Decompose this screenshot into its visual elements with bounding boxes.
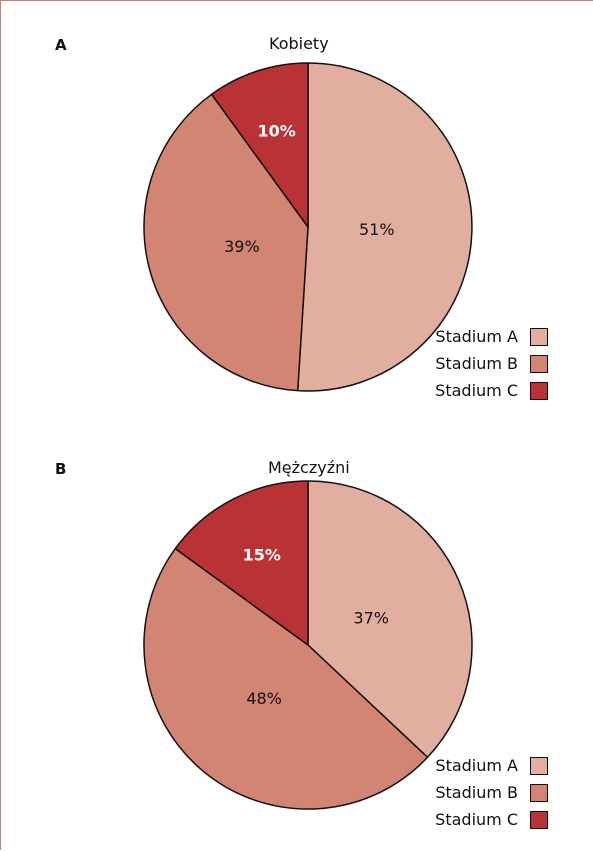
legend-item-stadium-c: Stadium C (435, 377, 548, 404)
pie-slice-stadium-c (174, 480, 309, 646)
legend-label: Stadium C (435, 381, 518, 400)
legend-men: Stadium A Stadium B Stadium C (435, 752, 548, 833)
chart-title-men: Mężczyźni (268, 458, 350, 477)
data-label-stadium-b: 48% (246, 689, 282, 708)
panel-letter-a: A (55, 36, 67, 54)
legend-item-stadium-a: Stadium A (435, 323, 548, 350)
pie-slice-stadium-b (143, 547, 429, 810)
legend-label: Stadium C (435, 810, 518, 829)
legend-swatch-stadium-c (530, 810, 548, 829)
pie-slice-stadium-b (143, 93, 309, 392)
data-label-stadium-b: 39% (224, 237, 260, 256)
legend-label: Stadium A (435, 756, 518, 775)
legend-item-stadium-a: Stadium A (435, 752, 548, 779)
data-label-stadium-a: 37% (353, 609, 389, 628)
panel-letter-b: B (55, 460, 67, 478)
pie-chart-women: 51% 39% 10% (143, 62, 473, 392)
pie-chart-men: 37% 48% 15% (143, 480, 473, 810)
chart-title-women: Kobiety (269, 34, 329, 53)
pie-slice-stadium-c (210, 62, 309, 228)
legend-item-stadium-b: Stadium B (435, 350, 548, 377)
legend-women: Stadium A Stadium B Stadium C (435, 323, 548, 404)
legend-swatch-stadium-b (530, 354, 548, 373)
data-label-stadium-a: 51% (359, 220, 395, 239)
legend-swatch-stadium-a (530, 327, 548, 346)
legend-swatch-stadium-c (530, 381, 548, 400)
legend-swatch-stadium-b (530, 783, 548, 802)
pie-slice-stadium-a (307, 480, 473, 759)
data-label-stadium-c: 10% (257, 121, 295, 140)
legend-label: Stadium B (435, 354, 518, 373)
legend-label: Stadium A (435, 327, 518, 346)
legend-label: Stadium B (435, 783, 518, 802)
legend-swatch-stadium-a (530, 756, 548, 775)
pie-slice-stadium-a (296, 62, 473, 392)
legend-item-stadium-c: Stadium C (435, 806, 548, 833)
legend-item-stadium-b: Stadium B (435, 779, 548, 806)
data-label-stadium-c: 15% (243, 545, 281, 564)
